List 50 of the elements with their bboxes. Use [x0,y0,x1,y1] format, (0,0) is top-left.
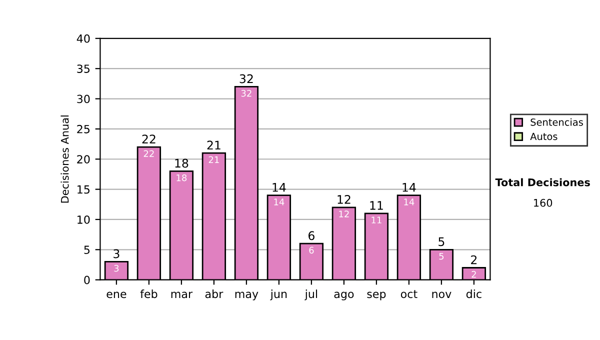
total-label: 5 [438,237,444,246]
total-label: 2 [471,255,477,264]
total-label: 12 [338,194,350,204]
x-tick-label: oct [400,290,418,298]
total-label: 14 [402,183,416,192]
x-tick-label: feb [140,290,158,298]
x-tick-label: jun [270,290,287,300]
total-label: 32 [240,74,253,84]
data-label: 12 [339,210,349,218]
x-tick-label: abr [205,290,224,298]
total-label: 22 [142,134,156,144]
data-label: 2 [472,270,476,278]
x-tick-label: ago [334,292,354,300]
legend-label: Sentencias [530,118,583,126]
data-label: 11 [372,216,382,224]
y-tick-label: 35 [77,64,90,73]
data-label: 18 [176,174,187,182]
y-tick-label: 20 [77,155,90,164]
data-label: 14 [274,198,284,206]
y-tick-label: 40 [76,34,90,43]
y-tick-label: 0 [84,276,90,284]
text: Total Decisiones [495,178,590,186]
data-label: 3 [114,264,119,272]
x-tick-label: dic [466,290,482,298]
total-label: 6 [308,231,314,240]
y-tick-label: 15 [78,185,90,194]
x-tick-label: nov [432,292,452,298]
x-tick-label: mar [171,292,193,298]
y-axis-title: Decisiones Anual [60,116,69,203]
x-tick-label: jul [304,290,318,300]
data-label: 5 [439,252,444,260]
total-label: 21 [207,140,220,150]
y-tick-label: 25 [77,124,90,134]
y-tick-label: 30 [77,94,90,104]
total-label: 18 [175,158,188,168]
data-label: 22 [144,150,154,157]
data-label: 21 [208,156,219,163]
y-tick-label: 10 [78,215,90,224]
text: 160 [534,198,552,207]
legend-label: Autos [530,132,558,140]
data-label: 14 [404,198,414,206]
x-tick-label: sep [367,292,386,300]
x-tick-label: ene [106,292,126,298]
data-label: 6 [309,246,314,254]
total-label: 11 [370,201,383,210]
y-tick-label: 5 [84,246,90,254]
total-label: 14 [272,183,286,192]
x-tick-label: may [235,292,258,300]
total-label: 3 [114,249,120,258]
data-label: 32 [241,90,252,97]
